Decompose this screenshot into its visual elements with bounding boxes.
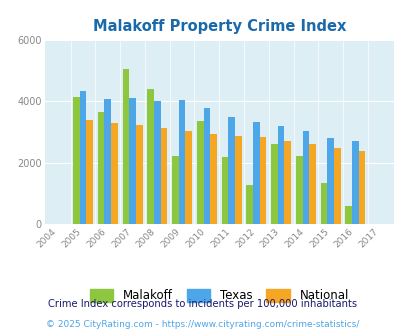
Bar	[104, 99, 111, 224]
Bar	[98, 112, 104, 224]
Bar	[86, 120, 93, 224]
Text: Crime Index corresponds to incidents per 100,000 inhabitants: Crime Index corresponds to incidents per…	[48, 299, 357, 309]
Bar	[326, 139, 333, 224]
Bar	[234, 136, 241, 224]
Bar	[210, 134, 216, 224]
Bar	[333, 148, 340, 224]
Title: Malakoff Property Crime Index: Malakoff Property Crime Index	[92, 19, 345, 34]
Bar	[221, 157, 228, 224]
Bar	[302, 131, 309, 224]
Bar	[122, 69, 129, 224]
Bar	[271, 144, 277, 224]
Bar	[178, 100, 185, 224]
Bar	[129, 97, 136, 224]
Bar	[136, 125, 142, 224]
Bar	[351, 141, 358, 224]
Legend: Malakoff, Texas, National: Malakoff, Texas, National	[90, 289, 348, 303]
Bar	[79, 91, 86, 224]
Bar	[228, 117, 234, 224]
Bar	[295, 156, 302, 224]
Bar	[345, 206, 351, 224]
Bar	[147, 89, 153, 224]
Bar	[196, 121, 203, 224]
Bar	[259, 137, 266, 224]
Bar	[277, 125, 284, 224]
Bar	[358, 151, 364, 224]
Bar	[160, 128, 167, 224]
Bar	[172, 156, 178, 224]
Bar	[203, 108, 210, 224]
Bar	[73, 97, 79, 224]
Bar	[246, 185, 252, 224]
Bar	[320, 183, 326, 224]
Bar	[111, 123, 117, 224]
Bar	[185, 131, 192, 224]
Bar	[252, 121, 259, 224]
Bar	[309, 144, 315, 224]
Bar	[284, 141, 290, 224]
Bar	[153, 101, 160, 224]
Text: © 2025 CityRating.com - https://www.cityrating.com/crime-statistics/: © 2025 CityRating.com - https://www.city…	[46, 320, 359, 329]
